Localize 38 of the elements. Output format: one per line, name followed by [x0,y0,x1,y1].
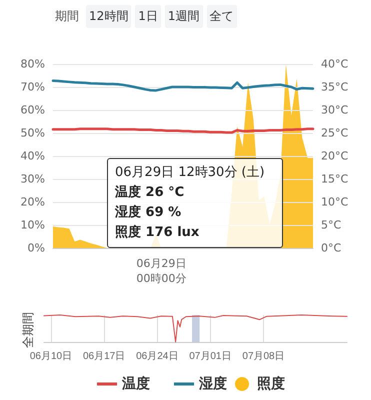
y2-tick-label: 10°C [321,196,348,208]
text: 期間 [54,8,80,25]
x-tick-label: 07月01日 [189,351,232,362]
text: 1週間 [164,5,203,28]
y-tick-label: 30% [20,172,45,186]
y-tick-label: 0% [28,242,45,254]
y-tick-label: 20% [20,196,45,208]
y2-tick-label: 30°C [321,104,348,116]
y2-tick-label: 0°C [321,242,342,254]
text: 1日 [135,5,161,28]
y2-tick-label: 5°C [321,218,342,232]
annotation: 照度 176 lux [115,224,200,242]
annotation: 温度 26 °C [115,184,186,202]
line-series [52,80,314,92]
legend-label: 照度 [257,375,285,392]
y2-tick-label: 40°C [321,58,348,70]
legend-label: 湿度 [198,375,227,392]
x-tick-label: 07月08日 [242,351,285,362]
y-tick-label: 40% [20,150,45,162]
x-tick-label: 06月24日 [136,351,178,362]
text: 全て [206,5,237,28]
annotation: 06月29日 12時30分 (土) [115,164,266,182]
y2-tick-label: 35°C [321,80,348,94]
y-tick-label: 80% [20,58,45,70]
y2-tick-label: 20°C [321,150,348,162]
y-tick-label: 50% [20,126,45,140]
x-tick-label: 06月29日 00時00分 [136,257,186,285]
legend-label: 温度 [121,375,150,392]
y2-tick-label: 25°C [321,126,348,140]
x-tick-label: 06月17日 [82,351,126,362]
y-tick-label: 60% [20,104,45,116]
y-tick-label: 70% [20,80,45,94]
annotation: 湿度 69 % [115,204,182,222]
x-tick-label: 06月10日 [30,351,72,362]
y2-tick-label: 15°C [321,172,348,186]
text: 12時間 [86,5,132,28]
y-axis-title: 全期間 [21,312,35,348]
y-tick-label: 10% [20,218,45,232]
